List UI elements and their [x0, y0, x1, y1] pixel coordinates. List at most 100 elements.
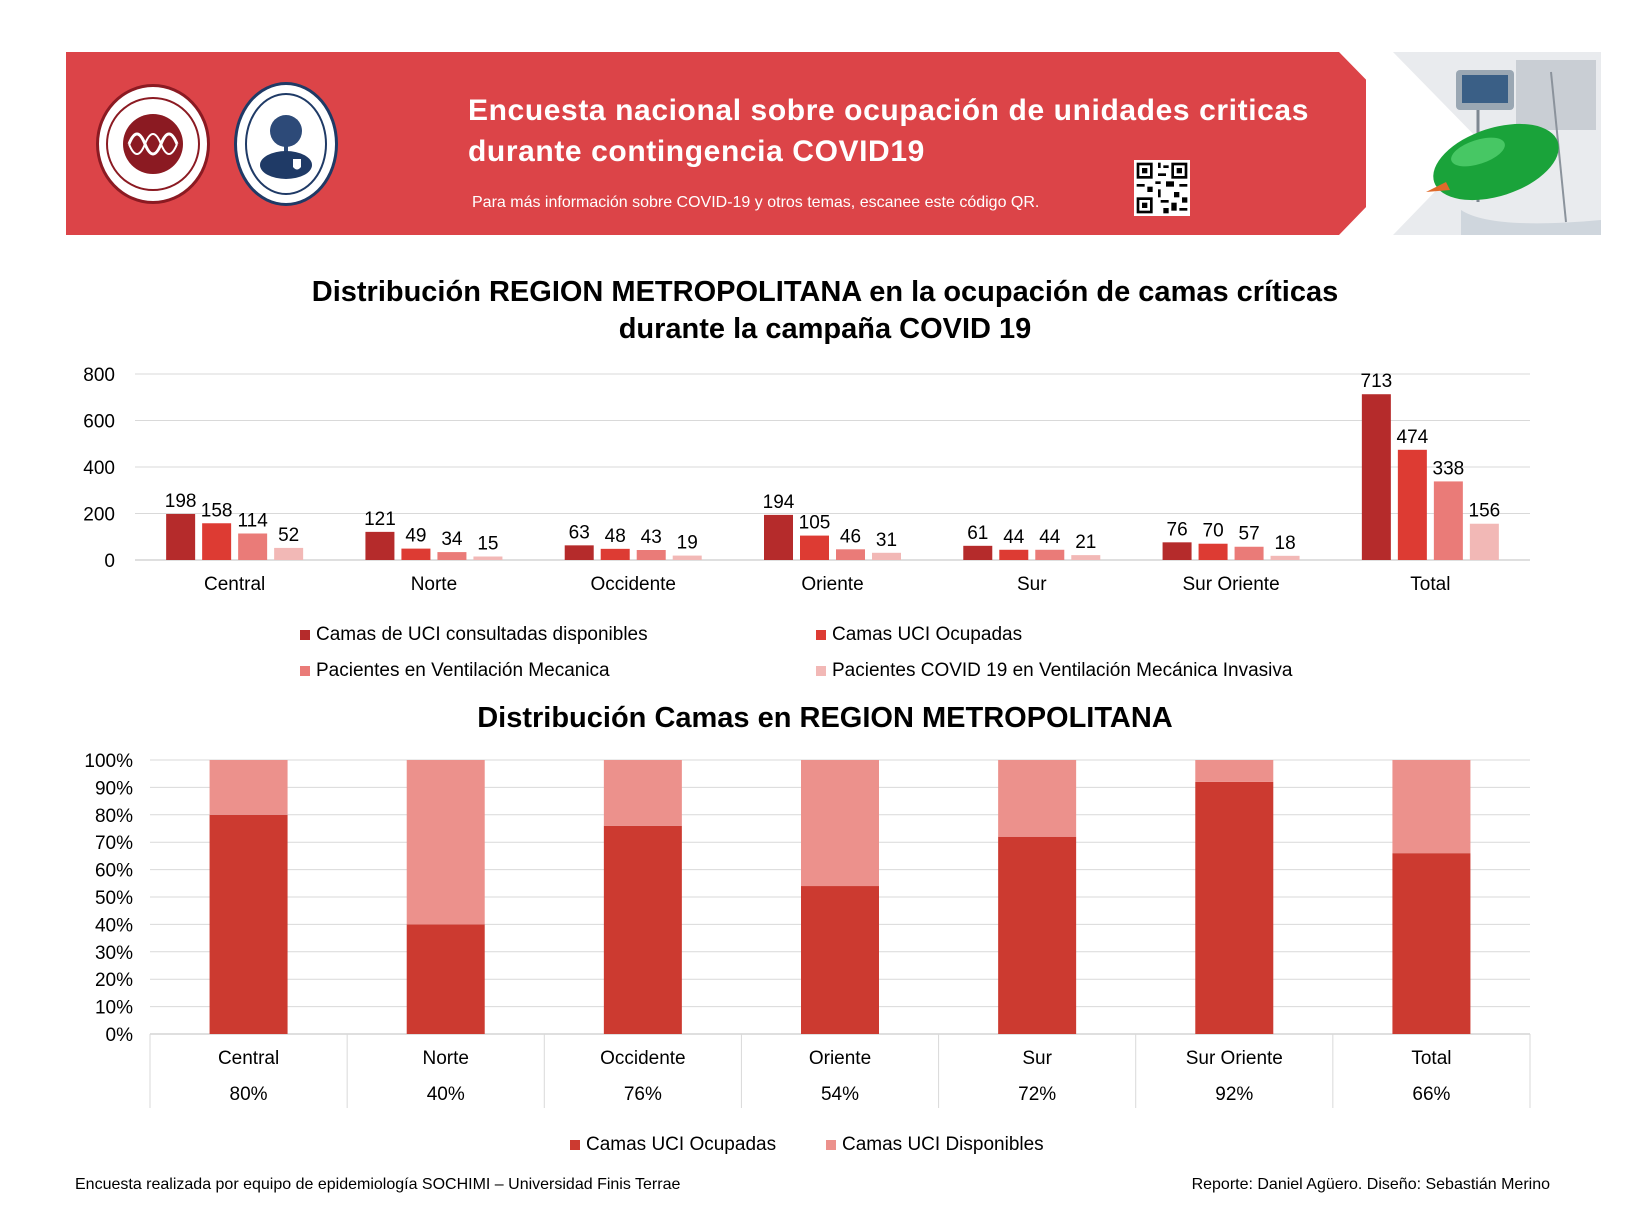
legend-swatch [816, 630, 826, 640]
bar [1162, 542, 1192, 560]
legend-label: Camas UCI Disponibles [842, 1134, 1044, 1155]
x-tick-label: Occidente [600, 1048, 686, 1069]
bar [963, 545, 993, 560]
data-label: 46 [840, 526, 861, 547]
bar [1361, 394, 1391, 560]
data-label: 70 [1203, 521, 1224, 542]
data-label: 105 [799, 513, 831, 534]
y-tick-label: 0% [106, 1025, 134, 1046]
bar [1433, 481, 1463, 560]
x-tick-label: Total [1410, 574, 1450, 595]
data-label: 198 [165, 491, 197, 512]
x-tick-label: Sur Oriente [1182, 574, 1279, 595]
legend-label: Pacientes en Ventilación Mecanica [316, 660, 610, 681]
stacked-bar-segment [1392, 853, 1471, 1034]
data-label: 21 [1075, 532, 1096, 553]
bar [1469, 523, 1499, 560]
footer-credit-left: Encuesta realizada por equipo de epidemi… [75, 1176, 681, 1193]
bar [672, 555, 702, 560]
chart2-stacked-bar-chart: 0% 10% 20% 30% 40% 50% 60% 70% 80% 90% 100% Central… [84, 751, 1531, 1108]
bar [1234, 546, 1264, 560]
stacked-bar-segment [209, 814, 288, 1034]
data-label: 61 [967, 523, 988, 544]
data-label: 57 [1239, 524, 1260, 545]
y-tick-label: 100% [84, 751, 133, 772]
data-label: 156 [1469, 501, 1501, 522]
x-tick-label: Norte [411, 574, 457, 595]
chart2-legend-item-1: Camas UCI Ocupadas [570, 1134, 776, 1156]
x-tick-label: Oriente [809, 1048, 871, 1069]
x-tick-label: Norte [422, 1048, 468, 1069]
data-label: 18 [1275, 533, 1296, 554]
bar [1270, 555, 1300, 560]
header-banner: Encuesta nacional sobre ocupación de uni… [66, 52, 1601, 235]
legend-label: Camas UCI Ocupadas [832, 624, 1023, 645]
data-label: 48 [605, 526, 626, 547]
data-label: 474 [1397, 427, 1429, 448]
bar [437, 552, 467, 560]
banner-title: Encuesta nacional sobre ocupación de uni… [468, 94, 1309, 168]
legend-swatch [300, 666, 310, 676]
bar [202, 523, 232, 560]
bar [401, 548, 431, 560]
data-label: 76 [1167, 519, 1188, 540]
stacked-bar-segment [603, 825, 682, 1034]
data-label: 194 [763, 492, 795, 513]
table-value: 54% [821, 1084, 859, 1105]
y-tick-label: 10% [95, 998, 133, 1019]
y-tick-label: 70% [95, 833, 133, 854]
chart1-title: Distribución REGION METROPOLITANA en la … [311, 276, 1339, 345]
data-label: 63 [569, 522, 590, 543]
chart2-legend-item-2: Camas UCI Disponibles [826, 1134, 1044, 1156]
chart1-legend-item-1: Camas de UCI consultadas disponibles [300, 624, 648, 646]
bar [274, 547, 304, 560]
x-tick-label: Oriente [801, 574, 863, 595]
bar [600, 548, 630, 560]
legend-swatch [570, 1140, 580, 1150]
finis-terrae-logo [234, 82, 338, 206]
x-tick-label: Sur [1022, 1048, 1052, 1069]
bar [473, 556, 503, 560]
x-tick-label: Occidente [590, 574, 676, 595]
x-tick-label: Sur [1017, 574, 1047, 595]
legend-swatch [826, 1140, 836, 1150]
data-label: 49 [405, 526, 426, 547]
y-tick-label: 90% [95, 778, 133, 799]
data-label: 44 [1003, 527, 1025, 548]
y-tick-label: 0 [104, 551, 115, 572]
ventilator-photo [1366, 52, 1601, 235]
y-tick-label: 800 [83, 365, 115, 386]
chart2-title: Distribución Camas en REGION METROPOLITA… [477, 702, 1173, 734]
data-label: 121 [364, 509, 396, 530]
chart1-legend-item-4: Pacientes COVID 19 en Ventilación Mecáni… [816, 660, 1292, 682]
data-label: 44 [1039, 527, 1061, 548]
bar [999, 549, 1029, 560]
stacked-bar-segment [603, 760, 682, 826]
stacked-bar-segment [1392, 760, 1471, 854]
chart1-legend-item-3: Pacientes en Ventilación Mecanica [300, 660, 610, 682]
y-tick-label: 50% [95, 888, 133, 909]
chart1-legend-item-2: Camas UCI Ocupadas [816, 624, 1022, 646]
stacked-bar-segment [998, 760, 1077, 837]
stacked-bar-segment [998, 836, 1077, 1034]
stacked-bar-segment [1195, 781, 1274, 1034]
data-label: 43 [641, 527, 662, 548]
bar [836, 549, 865, 560]
bar [365, 531, 395, 560]
bar [800, 535, 829, 560]
y-tick-label: 600 [83, 412, 115, 433]
table-value: 76% [624, 1084, 662, 1105]
data-label: 34 [441, 529, 463, 550]
qr-code-icon [1134, 160, 1190, 216]
bar [1071, 555, 1101, 560]
x-tick-label: Central [204, 574, 265, 595]
data-label: 158 [201, 500, 233, 521]
table-value: 66% [1412, 1084, 1450, 1105]
bar [238, 533, 268, 560]
y-tick-label: 60% [95, 861, 133, 882]
y-tick-label: 40% [95, 915, 133, 936]
bar [1198, 543, 1228, 560]
stacked-bar-segment [209, 760, 288, 815]
bar [166, 513, 196, 560]
bar [1035, 549, 1065, 560]
